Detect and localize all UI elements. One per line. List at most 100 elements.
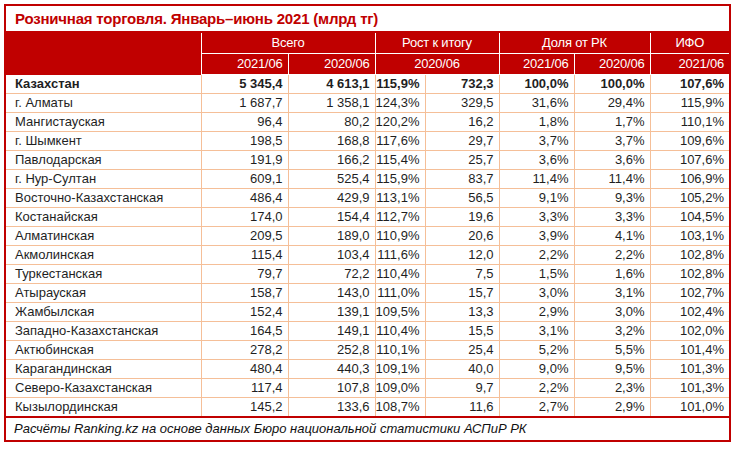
value-cell: 3,2%	[574, 322, 650, 341]
value-cell: 1 358,1	[288, 94, 375, 113]
value-cell: 103,1%	[650, 227, 729, 246]
region-cell: Туркестанская	[6, 265, 201, 284]
table-header: Всего Рост к итогу Доля от РК ИФО 2021/0…	[6, 33, 729, 75]
value-cell: 3,0%	[499, 284, 574, 303]
value-cell: 110,9%	[375, 227, 425, 246]
value-cell: 20,6	[425, 227, 499, 246]
table-row: Карагандинская480,4440,3109,1%40,09,0%9,…	[6, 360, 729, 379]
value-cell: 72,2	[288, 265, 375, 284]
value-cell: 115,4	[201, 246, 288, 265]
group-dolya-ot-rk: Доля от РК	[499, 33, 650, 54]
table-row: г. Нур-Султан609,1525,4115,9%83,711,4%11…	[6, 170, 729, 189]
value-cell: 486,4	[201, 189, 288, 208]
value-cell: 152,4	[201, 303, 288, 322]
table-row: Северо-Казахстанская117,4107,8109,0%9,72…	[6, 379, 729, 398]
region-cell: Жамбылская	[6, 303, 201, 322]
group-vsego: Всего	[201, 33, 375, 54]
value-cell: 3,6%	[574, 151, 650, 170]
value-cell: 102,7%	[650, 284, 729, 303]
value-cell: 100,0%	[574, 75, 650, 94]
table-row: Мангистауская96,480,2120,2%16,21,8%1,7%1…	[6, 113, 729, 132]
table-row: Костанайская174,0154,4112,7%19,63,3%3,3%…	[6, 208, 729, 227]
value-cell: 1 687,7	[201, 94, 288, 113]
value-cell: 102,8%	[650, 246, 729, 265]
value-cell: 2,2%	[574, 246, 650, 265]
value-cell: 1,6%	[574, 265, 650, 284]
value-cell: 329,5	[425, 94, 499, 113]
value-cell: 40,0	[425, 360, 499, 379]
year-dolya-2020: 2020/06	[574, 54, 650, 75]
value-cell: 3,0%	[574, 303, 650, 322]
value-cell: 5 345,4	[201, 75, 288, 94]
value-cell: 1,5%	[499, 265, 574, 284]
value-cell: 103,4	[288, 246, 375, 265]
value-cell: 143,0	[288, 284, 375, 303]
table-row: г. Шымкент198,5168,8117,6%29,73,7%3,7%10…	[6, 132, 729, 151]
header-group-row: Всего Рост к итогу Доля от РК ИФО	[6, 33, 729, 54]
value-cell: 109,1%	[375, 360, 425, 379]
value-cell: 117,6%	[375, 132, 425, 151]
value-cell: 115,9%	[375, 170, 425, 189]
value-cell: 111,0%	[375, 284, 425, 303]
value-cell: 115,4%	[375, 151, 425, 170]
value-cell: 15,7	[425, 284, 499, 303]
value-cell: 525,4	[288, 170, 375, 189]
value-cell: 111,6%	[375, 246, 425, 265]
value-cell: 108,7%	[375, 398, 425, 418]
value-cell: 3,1%	[574, 284, 650, 303]
table-row: Жамбылская152,4139,1109,5%13,32,9%3,0%10…	[6, 303, 729, 322]
value-cell: 252,8	[288, 341, 375, 360]
value-cell: 154,4	[288, 208, 375, 227]
value-cell: 429,9	[288, 189, 375, 208]
table-row: Кызылординская145,2133,6108,7%11,62,7%2,…	[6, 398, 729, 418]
value-cell: 5,2%	[499, 341, 574, 360]
value-cell: 278,2	[201, 341, 288, 360]
value-cell: 19,6	[425, 208, 499, 227]
value-cell: 166,2	[288, 151, 375, 170]
region-cell: Западно-Казахстанская	[6, 322, 201, 341]
value-cell: 149,1	[288, 322, 375, 341]
table-row: Павлодарская191,9166,2115,4%25,73,6%3,6%…	[6, 151, 729, 170]
value-cell: 3,1%	[499, 322, 574, 341]
value-cell: 109,0%	[375, 379, 425, 398]
region-cell: Северо-Казахстанская	[6, 379, 201, 398]
value-cell: 2,2%	[499, 246, 574, 265]
table-row: Западно-Казахстанская164,5149,1110,4%15,…	[6, 322, 729, 341]
region-cell: Кызылординская	[6, 398, 201, 418]
value-cell: 109,5%	[375, 303, 425, 322]
group-ifo: ИФО	[650, 33, 729, 54]
value-cell: 101,0%	[650, 398, 729, 418]
value-cell: 164,5	[201, 322, 288, 341]
value-cell: 113,1%	[375, 189, 425, 208]
value-cell: 3,9%	[499, 227, 574, 246]
table-row: Казахстан5 345,44 613,1115,9%732,3100,0%…	[6, 75, 729, 94]
value-cell: 83,7	[425, 170, 499, 189]
value-cell: 1,7%	[574, 113, 650, 132]
value-cell: 16,2	[425, 113, 499, 132]
value-cell: 29,4%	[574, 94, 650, 113]
value-cell: 56,5	[425, 189, 499, 208]
value-cell: 100,0%	[499, 75, 574, 94]
value-cell: 29,7	[425, 132, 499, 151]
region-cell: г. Шымкент	[6, 132, 201, 151]
table-row: Актюбинская278,2252,8110,1%25,45,2%5,5%1…	[6, 341, 729, 360]
value-cell: 110,4%	[375, 265, 425, 284]
value-cell: 96,4	[201, 113, 288, 132]
value-cell: 110,1%	[375, 341, 425, 360]
value-cell: 174,0	[201, 208, 288, 227]
value-cell: 3,7%	[574, 132, 650, 151]
value-cell: 9,5%	[574, 360, 650, 379]
value-cell: 3,3%	[499, 208, 574, 227]
value-cell: 107,8	[288, 379, 375, 398]
region-cell: Карагандинская	[6, 360, 201, 379]
value-cell: 9,3%	[574, 189, 650, 208]
value-cell: 107,6%	[650, 151, 729, 170]
value-cell: 139,1	[288, 303, 375, 322]
table-title: Розничная торговля. Январь–июнь 2021 (мл…	[6, 6, 729, 33]
value-cell: 2,9%	[499, 303, 574, 322]
value-cell: 101,4%	[650, 341, 729, 360]
region-cell: Павлодарская	[6, 151, 201, 170]
value-cell: 133,6	[288, 398, 375, 418]
value-cell: 120,2%	[375, 113, 425, 132]
region-cell: Костанайская	[6, 208, 201, 227]
